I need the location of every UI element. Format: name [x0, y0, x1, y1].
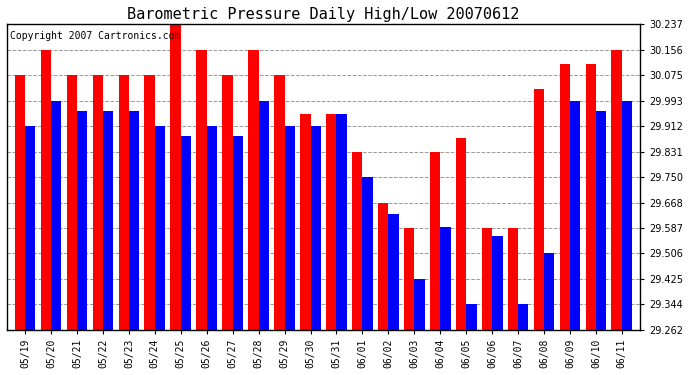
- Bar: [586, 64, 596, 330]
- Bar: [518, 304, 529, 330]
- Bar: [25, 126, 35, 330]
- Bar: [414, 279, 424, 330]
- Bar: [284, 126, 295, 330]
- Bar: [570, 101, 580, 330]
- Bar: [144, 75, 155, 330]
- Bar: [326, 114, 337, 330]
- Bar: [337, 114, 347, 330]
- Bar: [388, 214, 399, 330]
- Bar: [248, 50, 259, 330]
- Bar: [103, 111, 113, 330]
- Bar: [430, 152, 440, 330]
- Bar: [378, 202, 388, 330]
- Bar: [440, 227, 451, 330]
- Bar: [560, 64, 570, 330]
- Bar: [51, 101, 61, 330]
- Bar: [92, 75, 103, 330]
- Bar: [119, 75, 129, 330]
- Bar: [482, 228, 492, 330]
- Bar: [492, 236, 502, 330]
- Bar: [129, 111, 139, 330]
- Bar: [508, 228, 518, 330]
- Bar: [233, 136, 243, 330]
- Title: Barometric Pressure Daily High/Low 20070612: Barometric Pressure Daily High/Low 20070…: [127, 7, 520, 22]
- Bar: [596, 111, 607, 330]
- Bar: [622, 101, 632, 330]
- Bar: [222, 75, 233, 330]
- Bar: [274, 75, 284, 330]
- Bar: [362, 177, 373, 330]
- Bar: [544, 253, 554, 330]
- Text: Copyright 2007 Cartronics.com: Copyright 2007 Cartronics.com: [10, 31, 181, 40]
- Bar: [170, 24, 181, 330]
- Bar: [207, 126, 217, 330]
- Bar: [404, 228, 414, 330]
- Bar: [197, 50, 207, 330]
- Bar: [352, 152, 362, 330]
- Bar: [14, 75, 25, 330]
- Bar: [67, 75, 77, 330]
- Bar: [533, 89, 544, 330]
- Bar: [456, 138, 466, 330]
- Bar: [300, 114, 310, 330]
- Bar: [466, 304, 477, 330]
- Bar: [41, 50, 51, 330]
- Bar: [181, 136, 191, 330]
- Bar: [259, 101, 269, 330]
- Bar: [77, 111, 88, 330]
- Bar: [310, 126, 321, 330]
- Bar: [155, 126, 165, 330]
- Bar: [611, 50, 622, 330]
